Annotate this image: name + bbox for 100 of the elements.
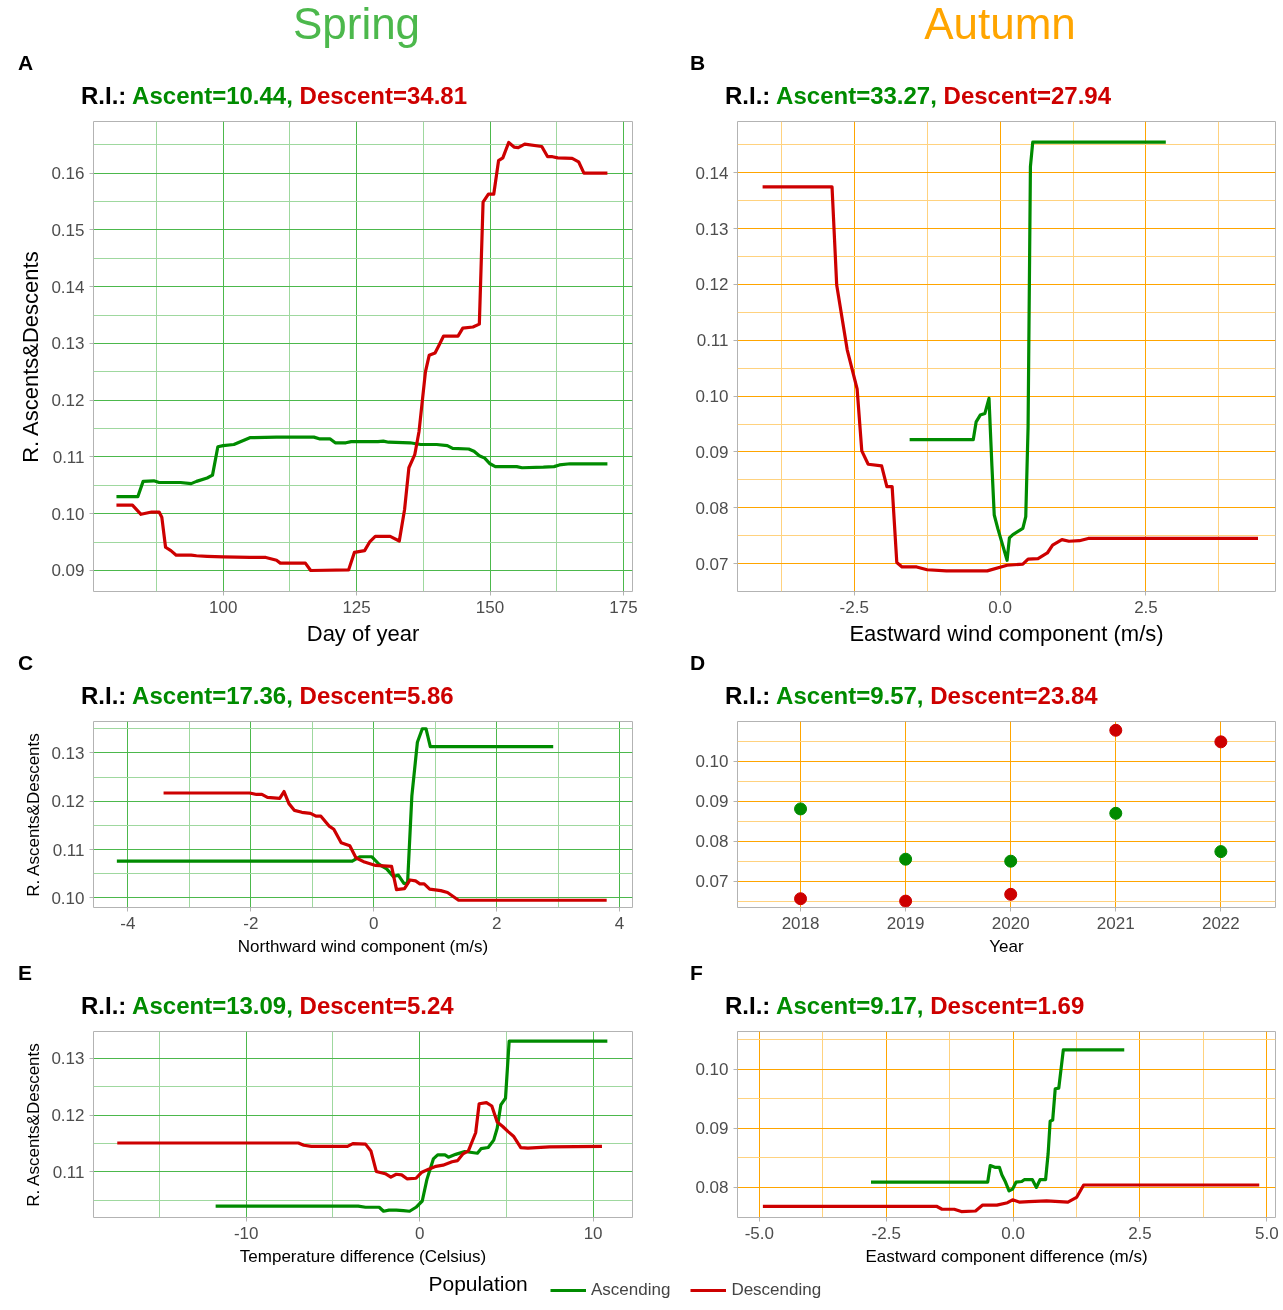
y-tick-label: 0.13 bbox=[51, 1049, 85, 1069]
text: B bbox=[690, 50, 706, 76]
line-series bbox=[908, 140, 1168, 562]
y-tick-label: 0.14 bbox=[51, 277, 85, 297]
x-tick-label: 5.0 bbox=[1255, 1223, 1279, 1243]
x-tick-label: 2.5 bbox=[1128, 1223, 1152, 1243]
y-tick-label: 0.12 bbox=[51, 792, 85, 812]
y-tick-label: 0.07 bbox=[695, 554, 729, 574]
x-tick-label: 125 bbox=[342, 597, 371, 617]
x-tick-label: 4 bbox=[614, 913, 625, 933]
x-tick-label: 150 bbox=[475, 597, 505, 617]
chart-title: R.I.: Ascent=10.44, Descent=34.81 bbox=[81, 82, 468, 109]
y-tick-label: 0.11 bbox=[52, 1163, 85, 1182]
y-tick-label: 0.07 bbox=[695, 872, 729, 892]
x-axis-title: Day of year bbox=[306, 620, 420, 646]
legend-label: Descending bbox=[731, 1280, 822, 1300]
line-series bbox=[115, 1101, 604, 1181]
y-tick-label: 0.13 bbox=[695, 219, 729, 239]
x-tick-label: -2.5 bbox=[871, 1223, 901, 1243]
y-tick-label: 0.10 bbox=[695, 752, 729, 772]
x-tick-label: 0 bbox=[414, 1223, 425, 1243]
x-tick-label: 10 bbox=[583, 1223, 603, 1243]
line-series bbox=[761, 1183, 1261, 1214]
point bbox=[794, 892, 808, 906]
line-series bbox=[760, 185, 1260, 573]
chart-title: R.I.: Ascent=9.57, Descent=23.84 bbox=[725, 682, 1098, 709]
text: Autumn bbox=[924, 0, 1076, 48]
y-axis-title: R. Ascents&Descents bbox=[18, 251, 44, 463]
x-tick-label: 2.5 bbox=[1134, 597, 1158, 617]
x-tick-label: -4 bbox=[120, 913, 136, 933]
line-series bbox=[114, 140, 610, 573]
x-tick-label: -2 bbox=[243, 913, 259, 933]
line-series bbox=[869, 1048, 1126, 1193]
line-series bbox=[115, 727, 555, 885]
y-tick-label: 0.12 bbox=[51, 391, 85, 411]
y-tick-label: 0.10 bbox=[51, 504, 85, 524]
y-tick-label: 0.15 bbox=[51, 220, 85, 240]
x-tick-label: -10 bbox=[233, 1223, 259, 1243]
x-axis-title: Eastward component difference (m/s) bbox=[865, 1246, 1148, 1266]
y-tick-label: 0.14 bbox=[695, 163, 729, 183]
line-series bbox=[114, 435, 610, 499]
chart-title: R.I.: Ascent=9.17, Descent=1.69 bbox=[725, 992, 1085, 1019]
y-tick-label: 0.12 bbox=[695, 275, 729, 295]
text: Spring bbox=[292, 0, 421, 48]
y-tick-label: 0.11 bbox=[696, 331, 729, 351]
legend-title: Population bbox=[428, 1271, 528, 1295]
x-axis-title: Northward wind component (m/s) bbox=[237, 936, 489, 956]
y-tick-label: 0.10 bbox=[51, 888, 85, 908]
y-tick-label: 0.08 bbox=[695, 1178, 729, 1198]
x-tick-label: 0.0 bbox=[988, 597, 1012, 617]
y-tick-label: 0.11 bbox=[52, 447, 85, 467]
y-tick-label: 0.10 bbox=[695, 387, 729, 407]
point bbox=[1004, 887, 1018, 901]
y-tick-label: 0.08 bbox=[695, 832, 729, 852]
x-tick-label: 175 bbox=[609, 597, 638, 617]
line-series bbox=[161, 789, 609, 902]
x-tick-label: 100 bbox=[209, 597, 238, 617]
text: A bbox=[18, 50, 34, 76]
y-tick-label: 0.08 bbox=[695, 498, 729, 518]
x-axis-title: Temperature difference (Celsius) bbox=[239, 1246, 487, 1266]
x-tick-label: 2022 bbox=[1201, 913, 1240, 933]
y-tick-label: 0.16 bbox=[51, 164, 85, 184]
line-series bbox=[214, 1039, 609, 1213]
y-tick-label: 0.13 bbox=[51, 743, 85, 763]
x-tick-label: 2021 bbox=[1096, 913, 1135, 933]
x-tick-label: 2 bbox=[491, 913, 502, 933]
chart-title: R.I.: Ascent=13.09, Descent=5.24 bbox=[81, 992, 454, 1019]
chart-title: R.I.: Ascent=33.27, Descent=27.94 bbox=[725, 82, 1112, 109]
point bbox=[899, 894, 913, 908]
y-tick-label: 0.12 bbox=[51, 1106, 85, 1126]
text: E bbox=[18, 960, 33, 986]
point bbox=[1109, 723, 1123, 737]
y-tick-label: 0.09 bbox=[695, 792, 729, 812]
y-tick-label: 0.09 bbox=[695, 1119, 729, 1139]
point bbox=[1004, 854, 1018, 868]
x-tick-label: 0 bbox=[369, 913, 379, 933]
x-tick-label: -5.0 bbox=[744, 1223, 774, 1243]
x-tick-label: 0.0 bbox=[1001, 1223, 1025, 1243]
y-axis-title: R. Ascents&Descents bbox=[24, 733, 44, 897]
point bbox=[1109, 806, 1123, 820]
point bbox=[1214, 735, 1228, 749]
text: C bbox=[18, 650, 34, 676]
y-tick-label: 0.10 bbox=[695, 1060, 729, 1080]
point bbox=[1214, 845, 1228, 859]
x-axis-title: Eastward wind component (m/s) bbox=[849, 620, 1164, 646]
y-axis-title: R. Ascents&Descents bbox=[24, 1043, 44, 1207]
y-tick-label: 0.13 bbox=[51, 334, 85, 354]
y-tick-label: 0.11 bbox=[52, 840, 85, 860]
x-tick-label: 2019 bbox=[886, 913, 925, 933]
y-tick-label: 0.09 bbox=[695, 442, 729, 462]
text: D bbox=[690, 650, 706, 676]
x-tick-label: -2.5 bbox=[839, 597, 869, 617]
point bbox=[794, 802, 808, 816]
chart-title: R.I.: Ascent=17.36, Descent=5.86 bbox=[81, 682, 454, 709]
y-tick-label: 0.09 bbox=[51, 561, 85, 581]
x-axis-title: Year bbox=[989, 936, 1025, 956]
x-tick-label: 2018 bbox=[781, 913, 820, 933]
x-tick-label: 2020 bbox=[991, 913, 1030, 933]
text: F bbox=[690, 960, 703, 986]
point bbox=[899, 852, 913, 866]
